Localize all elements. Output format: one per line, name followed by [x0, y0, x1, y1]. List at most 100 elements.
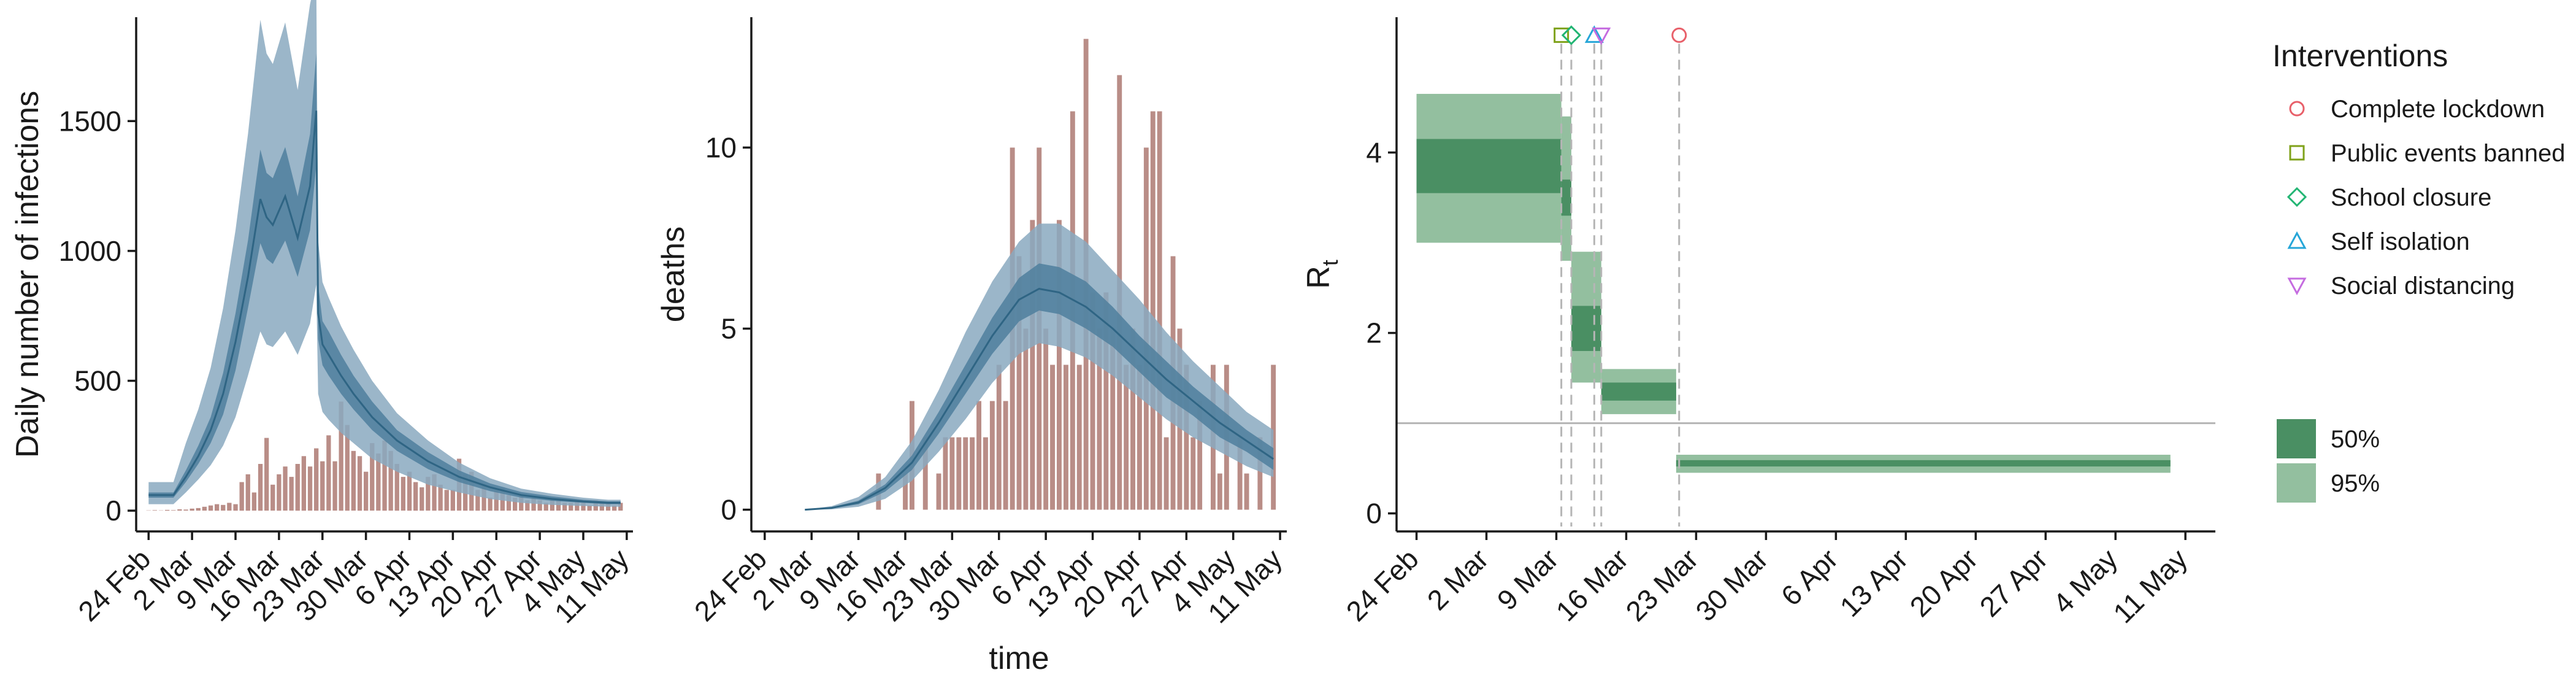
x-axis-title: time: [989, 641, 1049, 676]
case-bar-42: [407, 471, 412, 511]
death-bar-20: [1043, 328, 1049, 510]
case-bar-8: [196, 507, 201, 511]
death-bar-22: [1057, 220, 1062, 510]
legend-label-4: Social distancing: [2331, 272, 2515, 299]
case-bar-16: [245, 474, 250, 511]
case-bar-24: [295, 464, 300, 511]
case-bar-3: [165, 509, 170, 511]
death-bar-41: [1184, 365, 1189, 510]
legend-marker-3: [2287, 231, 2307, 249]
case-bar-41: [401, 477, 405, 511]
legend-label-95: 95%: [2331, 470, 2380, 497]
intervention-marker-0: [1671, 27, 1687, 43]
case-bar-28: [320, 461, 325, 511]
case-bar-26: [307, 466, 313, 511]
case-bar-7: [190, 508, 194, 511]
y-tick-label-0: 0: [721, 494, 737, 526]
rt-band50-4: [1676, 460, 2171, 467]
death-bar-13: [996, 365, 1002, 510]
case-bar-60: [519, 495, 524, 511]
death-bar-34: [1137, 365, 1142, 510]
case-bar-39: [388, 450, 393, 511]
death-bar-27: [1090, 292, 1095, 510]
legend-label-1: Public events banned: [2331, 140, 2566, 167]
case-bar-47: [438, 484, 443, 511]
case-bar-4: [171, 510, 176, 511]
x-tick-label-5: 30 Mar: [1689, 542, 1774, 627]
y-axis-title-main: Daily number of infections: [10, 91, 45, 458]
death-bar-33: [1130, 328, 1135, 510]
case-bar-73: [599, 503, 604, 511]
median-line: [805, 288, 1275, 511]
death-bar-8: [963, 437, 968, 510]
case-bar-68: [569, 503, 573, 511]
legend-label-3: Self isolation: [2331, 228, 2470, 255]
case-bar-25: [301, 456, 306, 511]
case-bar-43: [413, 482, 418, 511]
case-bar-11: [215, 504, 220, 511]
case-bar-58: [506, 495, 512, 511]
case-bar-18: [258, 464, 263, 511]
death-bar-10: [976, 401, 981, 510]
case-bar-56: [494, 490, 499, 511]
legend-swatch-95: [2277, 463, 2316, 503]
y-tick-label-1: 500: [74, 365, 121, 397]
case-bar-40: [394, 464, 399, 511]
case-bar-14: [233, 504, 238, 511]
y-tick-label-0: 0: [105, 495, 121, 527]
case-bar-37: [376, 453, 381, 511]
case-bar-44: [420, 487, 424, 511]
rt-band50-0: [1416, 139, 1562, 193]
case-bar-36: [370, 443, 375, 511]
case-bar-19: [264, 438, 269, 511]
x-tick-label-0: 24 Feb: [1340, 542, 1425, 627]
legend-marker-0: [2289, 101, 2305, 117]
legend-label-50: 50%: [2331, 426, 2380, 453]
intervention-marker-3: [1584, 25, 1604, 43]
death-bar-7: [956, 437, 962, 510]
x-tick-label-7: 13 Apr: [1834, 542, 1914, 623]
y-axis-title: deaths: [656, 226, 691, 322]
intervention-marker-2: [1561, 25, 1582, 45]
band-95: [805, 223, 1274, 510]
y-tick-label-1: 5: [721, 313, 737, 345]
y-tick-label-0: 0: [1366, 498, 1382, 530]
intervention-marker-1: [1554, 27, 1570, 43]
death-bar-47: [1237, 437, 1243, 510]
rt-band50-2: [1571, 306, 1601, 351]
death-bar-6: [949, 437, 955, 510]
legend-marker-1: [2289, 145, 2305, 161]
death-bar-43: [1197, 401, 1203, 510]
case-bar-48: [444, 490, 449, 511]
median-line: [148, 110, 621, 504]
case-bar-70: [581, 503, 586, 511]
legend: Interventions Complete lockdown Public eve…: [2272, 39, 2566, 503]
death-bar-28: [1097, 328, 1102, 510]
death-bar-18: [1030, 220, 1035, 510]
death-bar-45: [1217, 473, 1222, 510]
death-bar-16: [1016, 256, 1022, 510]
legend-label-0: Complete lockdown: [2331, 96, 2545, 123]
death-bar-17: [1023, 328, 1029, 510]
y-axis-title: Rt: [1301, 260, 1343, 289]
death-bar-29: [1103, 292, 1109, 510]
case-bar-20: [270, 484, 275, 511]
death-bar-9: [970, 437, 975, 510]
death-bar-30: [1110, 328, 1116, 510]
y-tick-label-1: 2: [1366, 317, 1382, 349]
case-bar-13: [227, 503, 232, 511]
case-bar-55: [488, 498, 493, 511]
case-bar-64: [543, 503, 548, 511]
death-bar-36: [1150, 111, 1156, 510]
case-bar-21: [277, 474, 282, 511]
x-tick-label-3: 16 Mar: [1550, 542, 1635, 627]
legend-label-2: School closure: [2331, 184, 2491, 211]
y-axis-title-subscript: t: [1317, 260, 1343, 266]
death-bar-5: [943, 437, 948, 510]
x-tick-label-6: 6 Apr: [1775, 542, 1844, 612]
case-bar-27: [314, 448, 319, 511]
case-bar-29: [326, 435, 331, 511]
case-bar-63: [537, 500, 542, 511]
